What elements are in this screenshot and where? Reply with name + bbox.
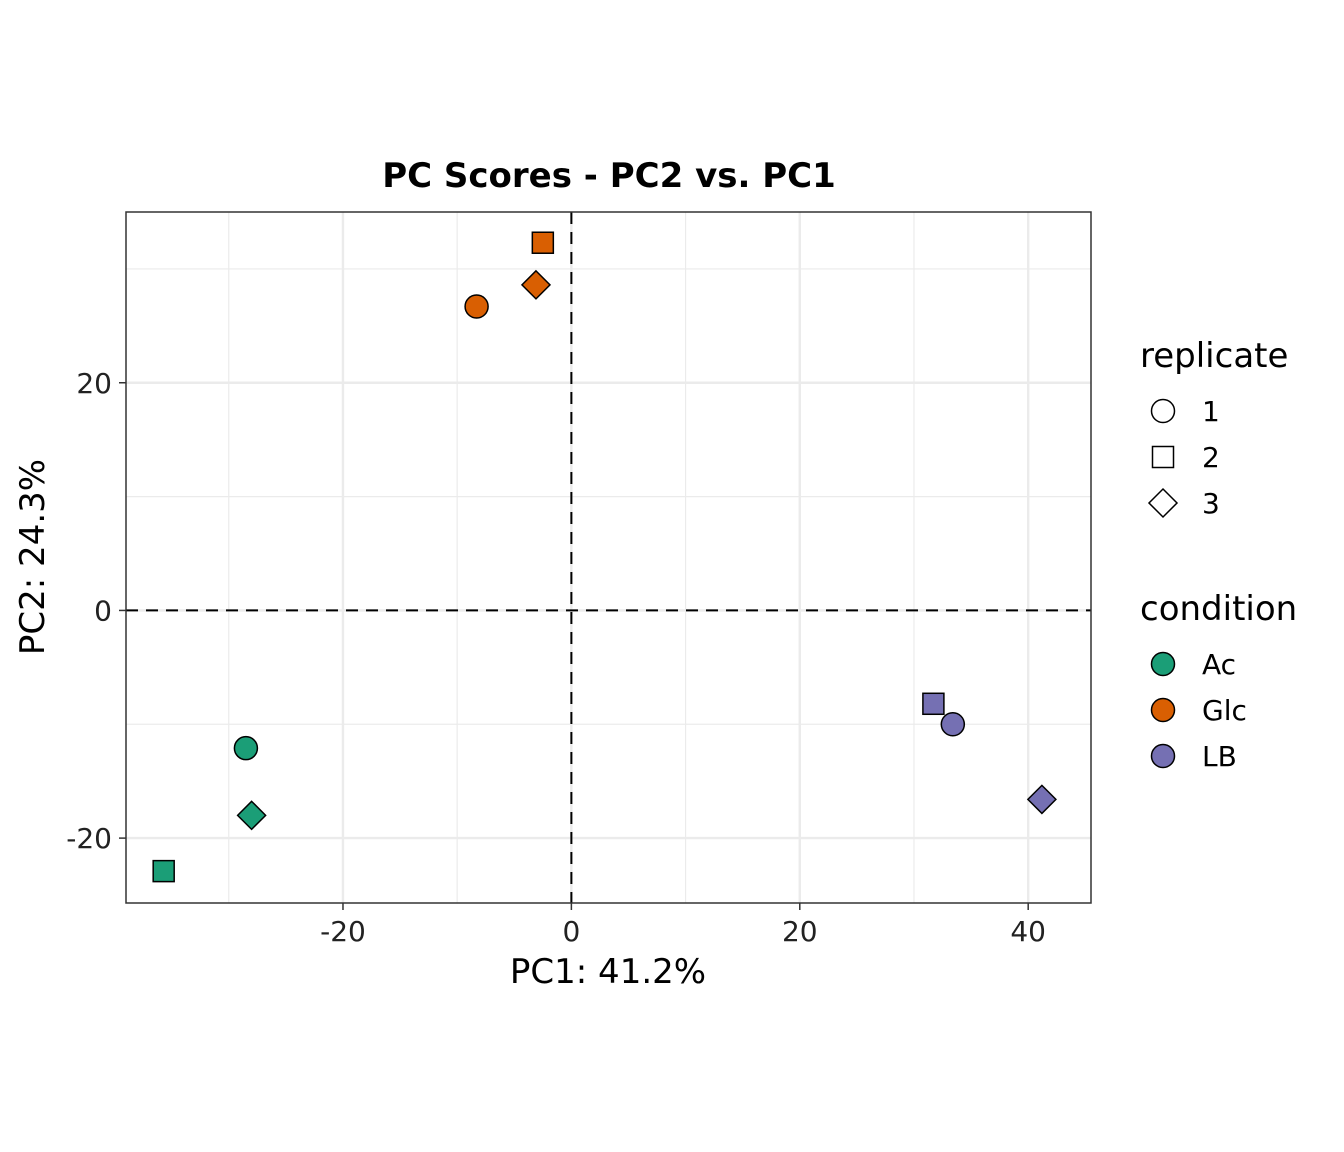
y-axis-ticks: -20 0 20 — [66, 367, 126, 855]
point-glc-rep1 — [464, 294, 489, 319]
point-lb-rep2 — [922, 692, 945, 716]
point-ac-rep1 — [233, 735, 259, 761]
reference-lines — [126, 212, 1091, 903]
x-tick-label: 40 — [1010, 915, 1046, 948]
data-points — [152, 231, 1057, 883]
legend-key-Ac — [1150, 651, 1176, 677]
legend: replicate 1 2 3 condition Ac Glc LB — [1140, 336, 1297, 773]
legend-label: LB — [1202, 740, 1237, 773]
legend-key-3 — [1147, 487, 1179, 519]
point-ac-rep2 — [152, 859, 175, 883]
legend-label: 3 — [1202, 487, 1220, 520]
legend-title: replicate — [1140, 336, 1288, 376]
legend-key-2 — [1151, 445, 1175, 469]
legend-replicate: replicate 1 2 3 — [1140, 336, 1288, 520]
x-tick-label: 0 — [562, 915, 580, 948]
legend-label: 2 — [1202, 441, 1220, 474]
legend-key-1 — [1150, 398, 1176, 424]
legend-label: Glc — [1202, 694, 1247, 727]
legend-condition: condition Ac Glc LB — [1140, 589, 1297, 773]
x-axis-ticks: -20 0 20 40 — [320, 903, 1046, 948]
x-axis-label: PC1: 41.2% — [510, 952, 706, 992]
x-tick-label: 20 — [782, 915, 818, 948]
legend-label: 1 — [1202, 395, 1220, 428]
legend-key-LB — [1150, 743, 1176, 769]
x-tick-label: -20 — [320, 915, 366, 948]
y-tick-label: -20 — [66, 822, 112, 855]
legend-label: Ac — [1202, 648, 1236, 681]
y-tick-label: 20 — [76, 367, 112, 400]
legend-title: condition — [1140, 589, 1297, 629]
y-axis-label: PC2: 24.3% — [13, 459, 53, 655]
plot-panel-border — [125, 211, 1092, 904]
point-lb-rep1 — [940, 712, 966, 737]
grid — [126, 212, 1091, 903]
chart-title: PC Scores - PC2 vs. PC1 — [382, 156, 836, 196]
point-glc-rep3 — [520, 269, 552, 300]
point-glc-rep2 — [531, 231, 555, 254]
point-lb-rep3 — [1026, 784, 1057, 815]
point-ac-rep3 — [236, 800, 267, 831]
legend-key-Glc — [1150, 697, 1176, 723]
y-tick-label: 0 — [94, 594, 112, 627]
